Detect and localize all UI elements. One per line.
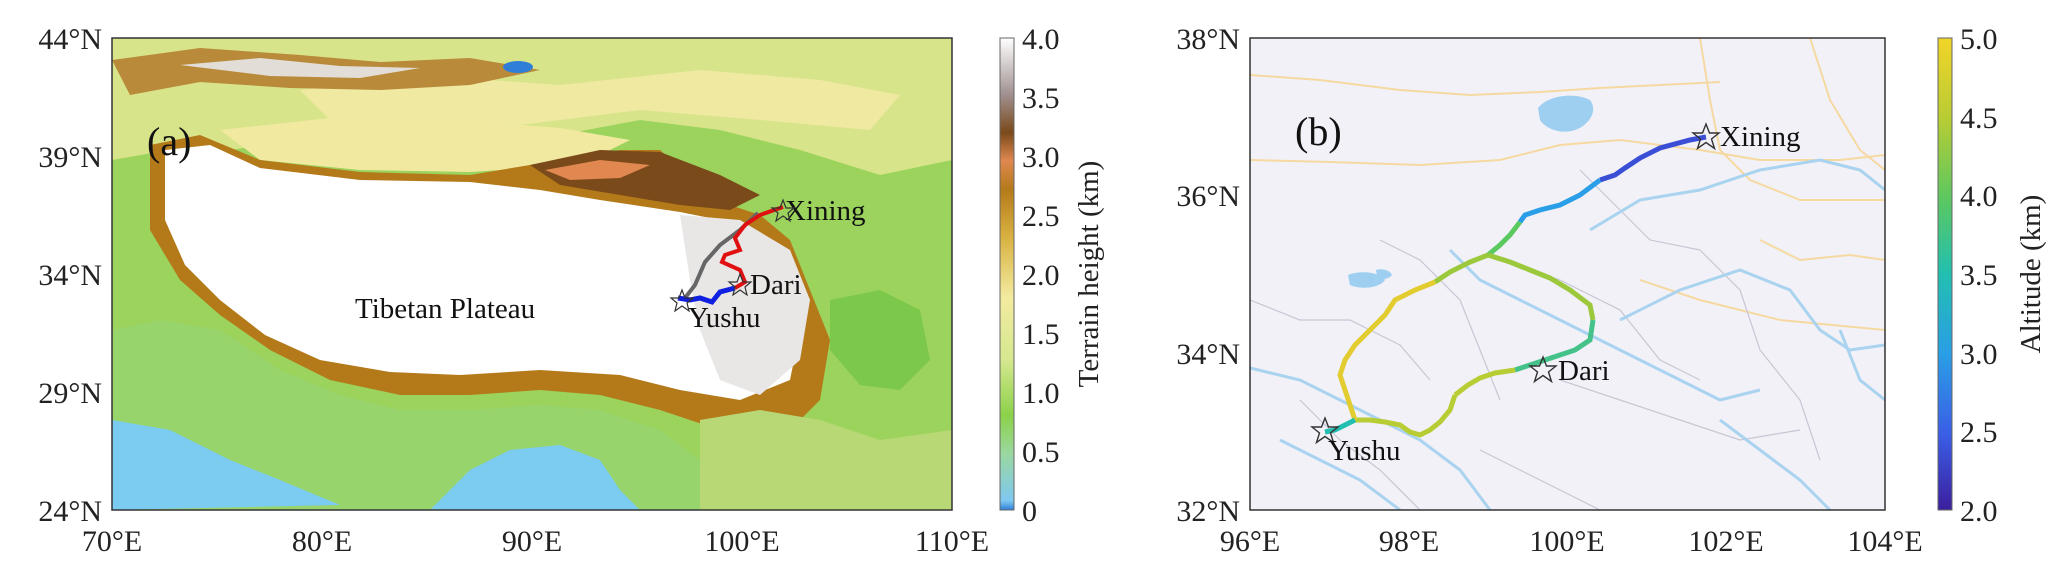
x-tick-b: 102°E <box>1688 525 1763 558</box>
cb-tick-a: 3.0 <box>1022 141 1060 174</box>
x-tick-a: 100°E <box>704 525 779 558</box>
route-segment-xining <box>1599 134 1707 183</box>
x-tick-a: 110°E <box>915 525 989 558</box>
cb-tick-a: 3.5 <box>1022 82 1060 115</box>
terrain-colorbar-title: Terrain height (km) <box>1073 161 1105 388</box>
route-segment-yushu <box>1324 417 1357 435</box>
station-label-dari-a: Dari <box>750 269 802 301</box>
station-marker-xining-a <box>770 198 796 223</box>
panel-b-map <box>1250 38 1885 510</box>
route-segment-south <box>1355 394 1458 438</box>
tarim-basin <box>220 118 630 172</box>
y-tick-b: 36°N <box>1176 180 1240 213</box>
terrain-colorbar-ticks: 4.0 3.5 3.0 2.5 2.0 1.5 1.0 0.5 0 <box>1022 23 1060 528</box>
route-segment-dari <box>1514 319 1596 373</box>
region-label: Tibetan Plateau <box>355 293 535 325</box>
y-tick-b: 32°N <box>1176 495 1240 528</box>
cb-tick-b: 3.5 <box>1960 259 1998 292</box>
y-tick-a: 29°N <box>38 377 102 410</box>
route-segment-mid1 <box>1517 178 1602 224</box>
panel-a-label: (a) <box>147 119 191 164</box>
panel-a-y-axis: 44°N 39°N 34°N 29°N 24°N <box>38 23 102 528</box>
southeast-asia <box>700 410 952 510</box>
panel-b-y-axis: 38°N 36°N 34°N 32°N <box>1176 23 1240 528</box>
route-segment-loop-west <box>1337 279 1436 421</box>
station-label-xining-b: Xining <box>1720 121 1801 153</box>
cb-tick-b: 2.0 <box>1960 495 1998 528</box>
station-label-xining-a: Xining <box>785 195 866 227</box>
tianshan-snow <box>180 58 420 78</box>
cb-tick-b: 4.5 <box>1960 102 1998 135</box>
station-marker-yushu-a <box>669 288 695 313</box>
y-tick-a: 44°N <box>38 23 102 56</box>
y-tick-a: 34°N <box>38 259 102 292</box>
qaidam-orange <box>545 160 650 180</box>
cb-tick-a: 1.0 <box>1022 377 1060 410</box>
route-segment-mid3 <box>1433 252 1489 285</box>
altitude-colorbar-ticks: 5.0 4.5 4.0 3.5 3.0 2.5 2.0 <box>1960 23 1998 528</box>
panel-b-label: (b) <box>1295 109 1342 154</box>
x-tick-a: 90°E <box>502 525 562 558</box>
tibetan-plateau-interior <box>165 145 800 400</box>
station-marker-yushu-b <box>1310 416 1340 445</box>
cb-tick-a: 0 <box>1022 495 1037 528</box>
route-segment-loop-east <box>1487 252 1596 321</box>
altitude-colorbar-title: Altitude (km) <box>2015 195 2047 354</box>
arabian-sea <box>112 420 340 510</box>
panel-a-frame <box>111 37 953 511</box>
altitude-colorbar <box>1937 37 1953 511</box>
panel-b-x-axis: 96°E 98°E 100°E 102°E 104°E <box>1220 525 1923 558</box>
x-tick-b: 98°E <box>1379 525 1439 558</box>
cb-tick-b: 4.0 <box>1960 180 1998 213</box>
cb-tick-a: 1.5 <box>1022 318 1060 351</box>
cb-tick-b: 5.0 <box>1960 23 1998 56</box>
balkhash-lake <box>503 61 533 73</box>
cb-tick-a: 2.5 <box>1022 200 1060 233</box>
y-tick-b: 34°N <box>1176 338 1240 371</box>
station-marker-dari-b <box>1528 355 1558 384</box>
x-tick-b: 104°E <box>1847 525 1922 558</box>
panel-a-map <box>112 38 952 510</box>
station-marker-xining-b <box>1691 122 1721 151</box>
route-red-segment <box>719 205 784 290</box>
qinghai-lake <box>1538 95 1594 132</box>
province-borders <box>1250 38 1885 331</box>
lake-west-small <box>1376 269 1392 279</box>
x-tick-a: 70°E <box>82 525 142 558</box>
station-marker-dari-a <box>727 272 753 297</box>
bay-of-bengal <box>430 445 640 510</box>
x-tick-b: 96°E <box>1220 525 1280 558</box>
terrain-colorbar <box>999 37 1015 511</box>
lake-west <box>1348 272 1385 288</box>
station-label-yushu-a: Yushu <box>688 302 761 334</box>
cb-tick-b: 2.5 <box>1960 416 1998 449</box>
sichuan-basin <box>830 290 930 390</box>
route-blue-segment <box>677 285 736 305</box>
route-segment-mid2 <box>1486 220 1522 257</box>
station-label-dari-b: Dari <box>1558 355 1610 387</box>
panel-a-x-axis: 70°E 80°E 90°E 100°E 110°E <box>82 525 989 558</box>
station-label-yushu-b: Yushu <box>1328 435 1401 467</box>
county-borders <box>1250 169 1821 510</box>
eastern-highlands <box>680 215 810 395</box>
route-segment-dari-west <box>1453 367 1516 397</box>
y-tick-a: 24°N <box>38 495 102 528</box>
cb-tick-a: 0.5 <box>1022 436 1060 469</box>
x-tick-a: 80°E <box>292 525 352 558</box>
x-tick-b: 100°E <box>1529 525 1604 558</box>
panel-b-frame <box>1249 37 1886 511</box>
y-tick-b: 38°N <box>1176 23 1240 56</box>
cb-tick-b: 3.0 <box>1960 338 1998 371</box>
cb-tick-a: 4.0 <box>1022 23 1060 56</box>
y-tick-a: 39°N <box>38 141 102 174</box>
cb-tick-a: 2.0 <box>1022 259 1060 292</box>
